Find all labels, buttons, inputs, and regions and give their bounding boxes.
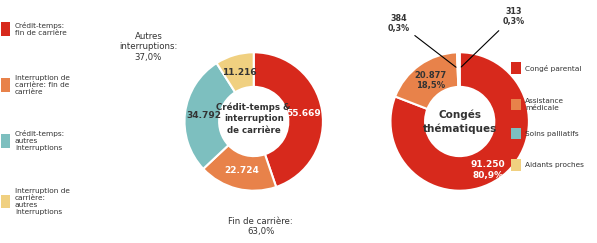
Text: 20.877
18,5%: 20.877 18,5% xyxy=(414,71,447,90)
Text: Fin de carrière:
63,0%: Fin de carrière: 63,0% xyxy=(228,217,293,236)
Text: Autres
interruptions:
37,0%: Autres interruptions: 37,0% xyxy=(119,32,178,62)
Text: Soins palliatifs: Soins palliatifs xyxy=(525,131,579,137)
Text: 313
0,3%: 313 0,3% xyxy=(461,7,525,67)
Text: 55.669: 55.669 xyxy=(286,109,321,118)
Text: Interruption de
carrière: fin de
carrière: Interruption de carrière: fin de carrièr… xyxy=(15,75,70,95)
Text: Congés
thématiques: Congés thématiques xyxy=(423,109,497,134)
Text: 34.792: 34.792 xyxy=(186,111,221,120)
Text: Crédit-temps:
autres
interruptions: Crédit-temps: autres interruptions xyxy=(15,130,65,151)
Text: Congé parental: Congé parental xyxy=(525,65,582,71)
Text: 22.724: 22.724 xyxy=(224,166,259,175)
Text: Crédit-temps &
interruption
de carrière: Crédit-temps & interruption de carrière xyxy=(217,102,291,135)
Text: 384
0,3%: 384 0,3% xyxy=(387,14,456,67)
Wedge shape xyxy=(203,145,276,191)
Text: 11.216: 11.216 xyxy=(222,69,257,78)
Wedge shape xyxy=(254,52,323,187)
Text: Assistance
médicale: Assistance médicale xyxy=(525,98,564,111)
Text: Interruption de
carrière:
autres
interruptions: Interruption de carrière: autres interru… xyxy=(15,188,70,215)
Wedge shape xyxy=(457,52,459,87)
Wedge shape xyxy=(395,52,458,109)
Text: 91.250
80,9%: 91.250 80,9% xyxy=(471,160,506,180)
Text: Crédit-temps:
fin de carrière: Crédit-temps: fin de carrière xyxy=(15,22,67,36)
Text: Aidants proches: Aidants proches xyxy=(525,162,584,168)
Wedge shape xyxy=(390,52,529,191)
Wedge shape xyxy=(458,52,460,87)
Wedge shape xyxy=(184,63,235,169)
Wedge shape xyxy=(217,52,254,92)
